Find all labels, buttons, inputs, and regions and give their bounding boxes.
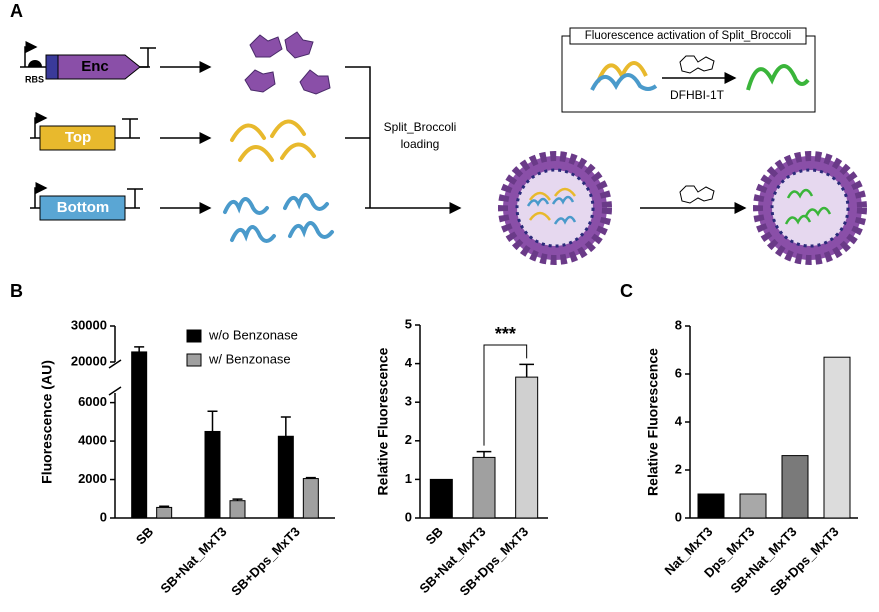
bar	[697, 493, 725, 519]
axis-break	[108, 359, 122, 396]
bar	[515, 376, 539, 519]
enc-construct	[20, 47, 156, 80]
error-bar	[519, 363, 534, 378]
y-tick-label: 4000	[78, 433, 107, 448]
encapsulin-proteins	[244, 31, 331, 95]
error-bar	[159, 505, 170, 508]
bar	[131, 351, 148, 519]
gene-label: Top	[65, 129, 91, 146]
legend-swatch	[186, 329, 202, 343]
bar	[739, 493, 767, 519]
bar	[472, 456, 496, 519]
y-tick-label: 30000	[71, 317, 107, 332]
x-tick-label: SB+Dps_MxT3	[228, 524, 303, 599]
top-construct	[30, 118, 140, 151]
error-bar	[207, 410, 218, 432]
loading-label: Split_Broccoli	[384, 120, 457, 134]
activation-box	[561, 27, 816, 113]
activated-shell	[753, 151, 867, 265]
y-tick-label: 20000	[71, 353, 107, 368]
error-bar	[280, 416, 291, 437]
y-tick-label: 5	[405, 316, 412, 331]
y-tick-label: 1	[405, 471, 412, 486]
x-tick-label: SB	[423, 524, 446, 547]
y-tick-label: 2	[675, 461, 682, 476]
activation-arrow	[640, 185, 747, 214]
significance-bracket	[483, 344, 528, 446]
loading-label: loading	[401, 137, 440, 151]
x-tick-label: SB+Nat_MxT3	[157, 524, 229, 596]
bar	[781, 455, 809, 519]
bar	[277, 435, 294, 519]
encapsulin-shell	[498, 151, 612, 265]
gene-label: Enc	[81, 58, 109, 75]
y-tick-label: 6	[675, 365, 682, 380]
bar	[429, 478, 453, 519]
top-rna	[230, 119, 316, 162]
y-tick-label: 2	[405, 432, 412, 447]
bar	[229, 500, 246, 519]
bottom-construct	[30, 188, 143, 221]
significance-label: ***	[495, 324, 516, 344]
loading-bracket	[345, 66, 462, 214]
legend-label: w/o Benzonase	[208, 327, 298, 342]
y-tick-label: 8	[675, 317, 682, 332]
error-bar	[134, 346, 145, 352]
y-axis-title: Relative Fluorescence	[375, 347, 391, 495]
bar	[204, 430, 221, 519]
y-tick-label: 0	[405, 509, 412, 524]
y-axis-title: Fluorescence (AU)	[39, 360, 55, 484]
legend-swatch	[186, 353, 202, 367]
y-tick-label: 4	[675, 413, 683, 428]
legend-label: w/ Benzonase	[208, 351, 291, 366]
y-tick-label: 4	[405, 355, 413, 370]
dye-label: DFHBI-1T	[670, 88, 725, 102]
y-tick-label: 2000	[78, 471, 107, 486]
bar	[823, 356, 851, 519]
bottom-rna	[223, 193, 334, 243]
panel-label: B	[10, 281, 23, 301]
y-tick-label: 6000	[78, 394, 107, 409]
error-bar	[232, 498, 243, 501]
box-title: Fluorescence activation of Split_Broccol…	[585, 30, 791, 42]
expression-arrows	[160, 61, 212, 214]
rbs-label: RBS	[25, 74, 44, 84]
y-tick-label: 3	[405, 394, 412, 409]
error-bar	[476, 450, 492, 458]
y-tick-label: 0	[100, 509, 107, 524]
bar	[302, 478, 319, 519]
gene-label: Bottom	[57, 199, 110, 216]
x-tick-label: SB	[133, 524, 156, 547]
bar	[156, 506, 173, 519]
y-tick-label: 0	[675, 509, 682, 524]
error-bar	[305, 476, 316, 479]
y-axis-title: Relative Fluorescence	[645, 348, 661, 496]
panel-label: C	[620, 281, 633, 301]
panel-label: A	[10, 1, 23, 21]
